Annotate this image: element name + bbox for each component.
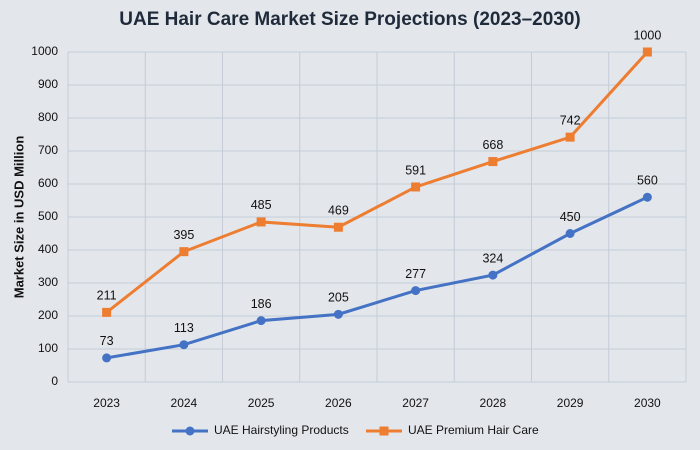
x-tick-label: 2030 — [634, 396, 661, 410]
y-axis-label: Market Size in USD Million — [11, 136, 26, 299]
point — [179, 247, 189, 257]
x-tick-label: 2024 — [171, 396, 198, 410]
point — [256, 316, 266, 326]
data-label: 277 — [405, 267, 426, 281]
data-label: 205 — [328, 291, 349, 305]
legend-label: UAE Hairstyling Products — [214, 423, 349, 437]
point — [333, 309, 343, 319]
y-tick-label: 200 — [38, 308, 58, 322]
legend-label: UAE Premium Hair Care — [408, 423, 539, 437]
x-tick-label: 2028 — [480, 396, 507, 410]
data-label: 450 — [560, 210, 581, 224]
y-tick-label: 600 — [38, 176, 58, 190]
data-label: 469 — [328, 204, 349, 218]
x-tick-label: 2029 — [557, 396, 584, 410]
data-label: 591 — [405, 163, 426, 177]
point — [488, 270, 498, 280]
data-label: 113 — [174, 321, 194, 335]
series-line — [105, 50, 649, 314]
data-label: 211 — [97, 289, 117, 303]
data-label: 395 — [173, 228, 194, 242]
x-tick-label: 2025 — [248, 396, 275, 410]
legend-marker — [379, 426, 389, 436]
data-label: 742 — [560, 113, 581, 127]
y-tick-label: 100 — [38, 341, 58, 355]
data-label: 1000 — [633, 28, 661, 42]
data-label: 560 — [637, 173, 658, 187]
y-tick-label: 800 — [38, 110, 58, 124]
point — [642, 192, 652, 202]
point — [102, 307, 112, 317]
point — [256, 217, 266, 227]
x-tick-label: 2027 — [402, 396, 429, 410]
data-label: 485 — [251, 198, 272, 212]
point — [488, 157, 498, 167]
point — [179, 340, 189, 350]
point — [642, 47, 652, 57]
x-tick-label: 2023 — [93, 396, 120, 410]
point — [411, 182, 421, 192]
y-tick-label: 900 — [38, 77, 58, 91]
point — [411, 286, 421, 296]
y-tick-label: 500 — [38, 209, 58, 223]
point — [565, 229, 575, 238]
x-tick-label: 2026 — [325, 396, 352, 410]
y-tick-label: 300 — [38, 275, 58, 289]
data-label: 324 — [482, 251, 503, 265]
point — [333, 222, 343, 232]
y-tick-label: 1000 — [31, 44, 58, 58]
data-label: 73 — [100, 334, 114, 348]
legend-marker — [185, 426, 195, 436]
data-label: 668 — [482, 138, 503, 152]
point — [565, 132, 575, 142]
point — [102, 353, 112, 363]
y-tick-label: 700 — [38, 143, 58, 157]
chart-title: UAE Hair Care Market Size Projections (2… — [119, 9, 581, 30]
data-label: 186 — [251, 297, 272, 311]
y-tick-label: 0 — [51, 374, 58, 388]
y-tick-label: 400 — [38, 242, 58, 256]
series-line — [106, 195, 649, 360]
